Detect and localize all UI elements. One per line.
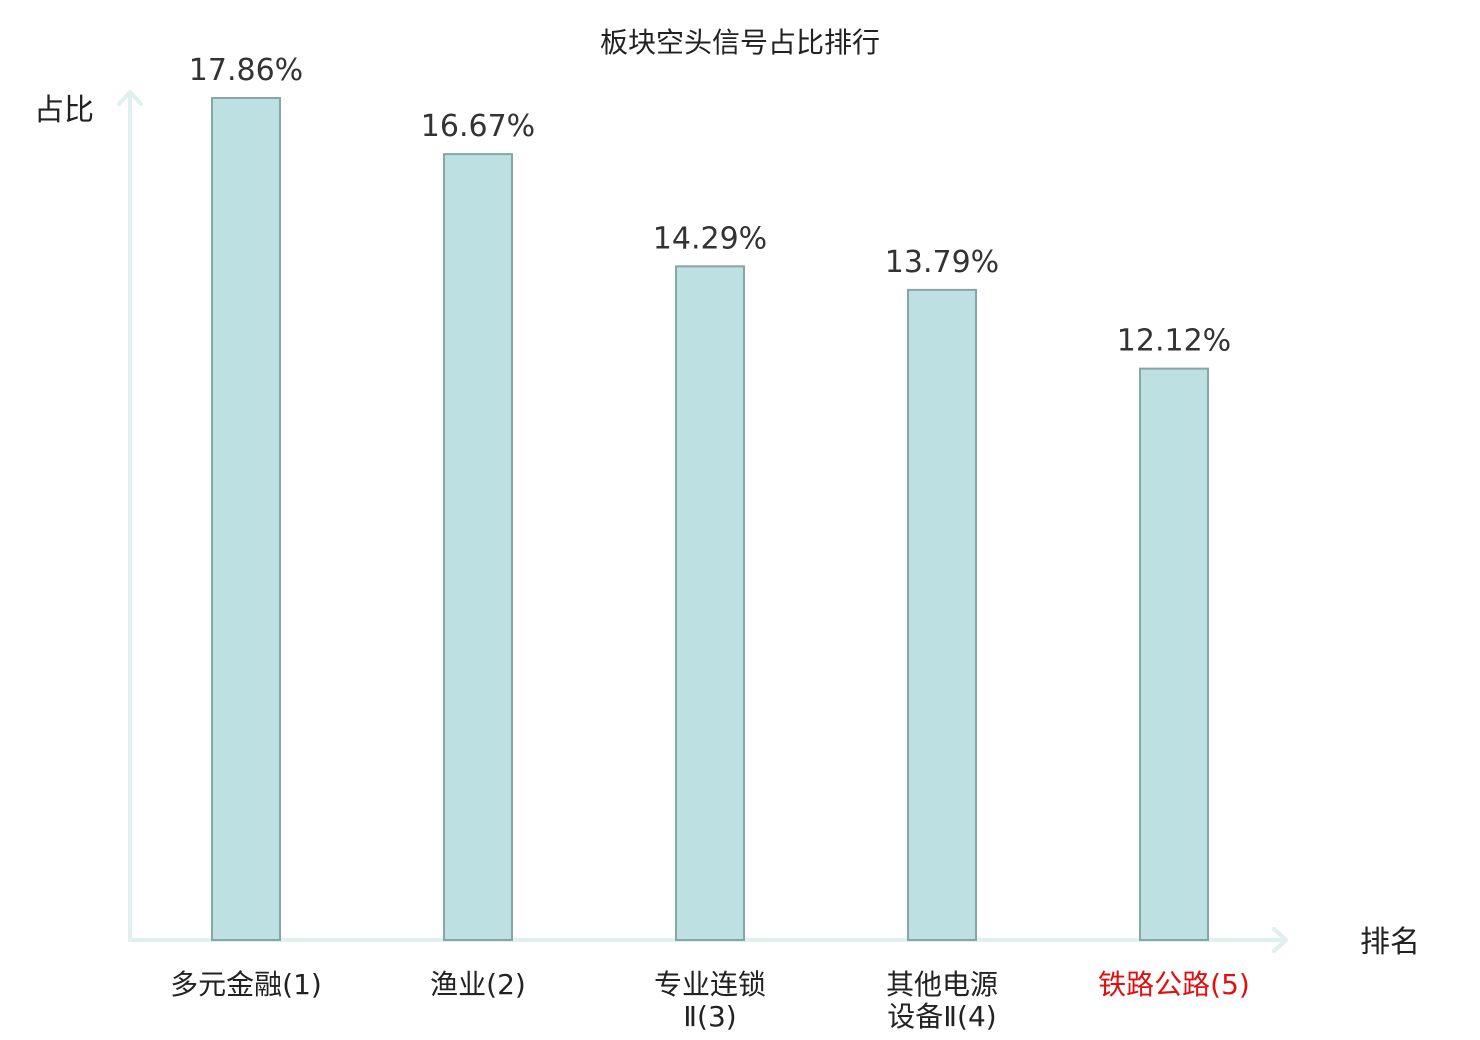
- category-label-1-line-1: 多元金融(1): [170, 968, 322, 1001]
- value-label-5: 12.12%: [1117, 324, 1231, 359]
- value-labels-group: 17.86% 16.67% 14.29% 13.79% 12.12%: [189, 53, 1231, 359]
- category-label-3-line-2: Ⅱ(3): [683, 1000, 736, 1033]
- x-axis-label: 排名: [1360, 925, 1420, 960]
- x-axis-arrow: [1272, 927, 1288, 953]
- bars-group: [211, 97, 1209, 941]
- value-label-4: 13.79%: [885, 245, 999, 280]
- bar-5: [1139, 367, 1209, 941]
- category-label-4-line-2: 设备Ⅱ(4): [887, 1000, 996, 1033]
- y-axis-label: 占比: [34, 93, 94, 128]
- bar-4: [907, 288, 977, 941]
- category-label-5-line-1: 铁路公路(5): [1098, 968, 1250, 1001]
- value-label-1: 17.86%: [189, 53, 303, 88]
- bar-2: [443, 153, 513, 941]
- category-label-2-line-1: 渔业(2): [430, 968, 526, 1001]
- bar-3: [675, 265, 745, 941]
- category-label-4-line-1: 其他电源: [886, 968, 998, 1001]
- value-label-3: 14.29%: [653, 221, 767, 256]
- y-axis-arrow: [117, 90, 143, 106]
- category-label-3-line-1: 专业连锁: [654, 968, 766, 1001]
- chart-title: 板块空头信号占比排行: [600, 26, 880, 59]
- value-label-2: 16.67%: [421, 109, 535, 144]
- bar-1: [211, 97, 281, 941]
